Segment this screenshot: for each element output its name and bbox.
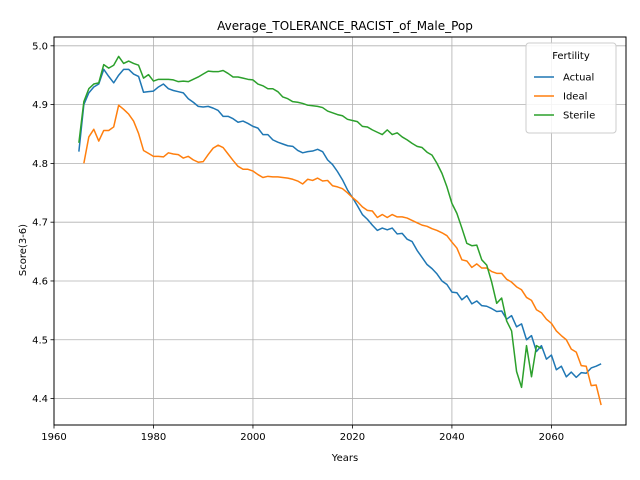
legend-title: Fertility — [552, 51, 590, 62]
y-tick-label: 4.4 — [32, 394, 48, 405]
x-tick-label: 1960 — [41, 432, 66, 443]
series-layer — [78, 55, 602, 406]
x-tick-label: 2000 — [240, 432, 265, 443]
series-line-ideal — [83, 104, 602, 406]
y-axis-label: Score(3-6) — [18, 224, 29, 276]
x-tick-label: 2040 — [439, 432, 464, 443]
legend-label-sterile: Sterile — [563, 111, 595, 122]
y-tick-label: 4.5 — [32, 335, 48, 346]
legend: Fertility Actual Ideal Sterile — [525, 42, 617, 134]
y-tick-label: 5.0 — [32, 41, 48, 52]
series-line-sterile — [78, 55, 542, 389]
y-tick-label: 4.9 — [32, 100, 48, 111]
series-line-actual — [78, 68, 602, 379]
y-tick-label: 4.6 — [32, 276, 48, 287]
x-tick-label: 2060 — [539, 432, 564, 443]
x-axis-label: Years — [331, 453, 358, 464]
x-axis: 1960 1980 2000 2020 2040 2060 — [41, 425, 564, 443]
x-tick-label: 2020 — [340, 432, 365, 443]
y-tick-label: 4.8 — [32, 159, 48, 170]
legend-box — [525, 42, 617, 134]
legend-label-ideal: Ideal — [563, 92, 587, 103]
plot-frame — [53, 36, 627, 426]
chart-title: Average_TOLERANCE_RACIST_of_Male_Pop — [217, 19, 473, 33]
y-tick-label: 4.7 — [32, 218, 48, 229]
x-tick-label: 1980 — [141, 432, 166, 443]
legend-label-actual: Actual — [563, 73, 594, 84]
grid — [53, 37, 626, 425]
y-axis: 4.4 4.5 4.6 4.7 4.8 4.9 5.0 — [32, 41, 54, 405]
